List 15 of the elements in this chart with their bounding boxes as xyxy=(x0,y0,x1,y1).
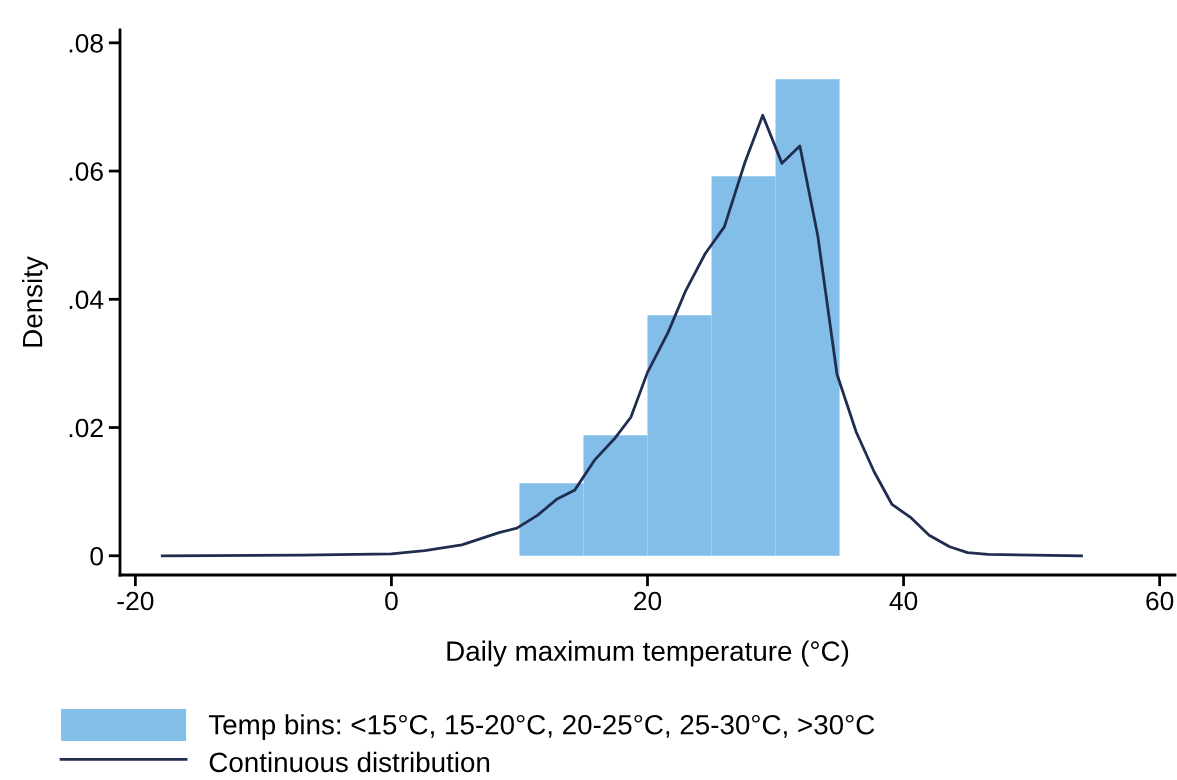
y-tick-label: .04 xyxy=(69,290,104,310)
x-tick-label: 0 xyxy=(385,591,398,611)
y-axis-title: Density xyxy=(22,256,48,347)
x-tick-label: 60 xyxy=(1146,591,1174,611)
y-tick-label: .02 xyxy=(69,418,103,438)
x-tick-label: 40 xyxy=(889,591,918,611)
y-tick-label: .08 xyxy=(69,33,103,53)
legend-label: Continuous distribution xyxy=(209,751,490,773)
x-axis-title: Daily maximum temperature (°C) xyxy=(447,640,849,667)
legend-label: Temp bins: <15°C, 15-20°C, 20-25°C, 25-30°C, >30°C xyxy=(208,714,875,741)
line-series xyxy=(160,113,1083,558)
y-tick-label: .06 xyxy=(69,162,103,181)
x-tick-label: -20 xyxy=(117,591,154,611)
x-tick-label: 20 xyxy=(634,591,662,611)
y-tick-label: 0 xyxy=(90,546,103,566)
